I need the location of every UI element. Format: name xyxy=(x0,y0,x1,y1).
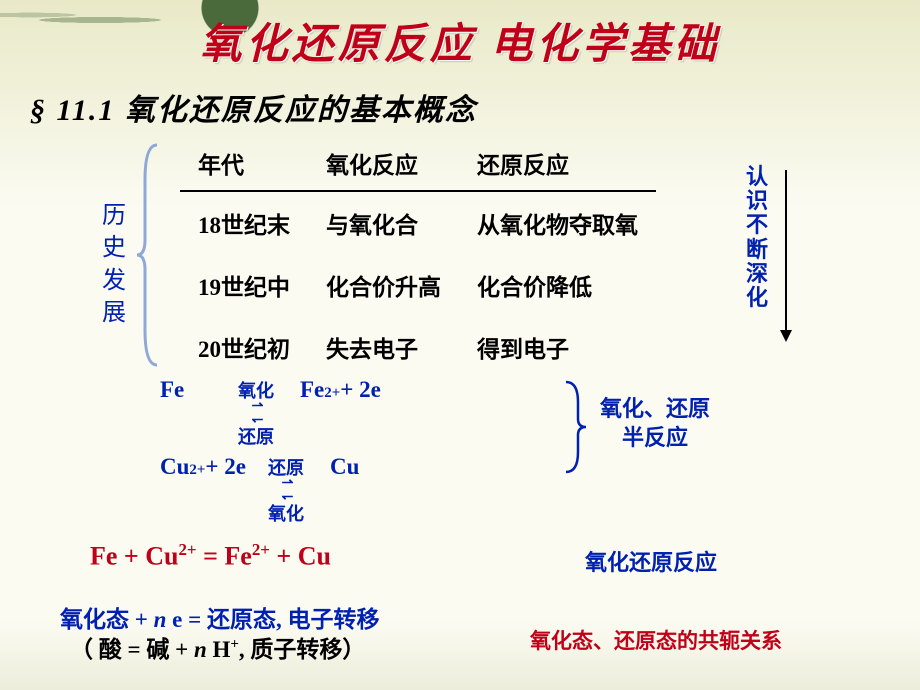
cell-red: 化合价降低 xyxy=(459,254,656,316)
half-reaction-label: 氧化、还原半反应 xyxy=(600,395,710,452)
history-vertical-label: 历史发展 xyxy=(100,200,128,330)
cell-era: 19世纪中 xyxy=(180,254,308,316)
half-reaction-block: Fe 氧化 ⇀↽ 还原 Fe2+ + 2e Cu2+ + 2e 还原 ⇀↽ 氧化… xyxy=(160,375,381,523)
conjugate-relation-label: 氧化态、还原态的共轭关系 xyxy=(530,625,782,655)
section-heading: § 11.1 氧化还原反应的基本概念 xyxy=(30,85,477,129)
left-brace-icon xyxy=(135,140,163,370)
overall-reaction-label: 氧化还原反应 xyxy=(585,545,717,577)
cell-era: 18世纪末 xyxy=(180,191,308,254)
equilibrium-arrows-icon: 氧化 ⇀↽ 还原 xyxy=(238,382,274,446)
cell-ox: 失去电子 xyxy=(308,316,459,378)
right-brace-icon xyxy=(560,377,590,477)
table-header-row: 年代 氧化反应 还原反应 xyxy=(180,140,656,191)
cell-red: 从氧化物夺取氧 xyxy=(459,191,656,254)
fe-half-reaction: Fe 氧化 ⇀↽ 还原 Fe2+ + 2e xyxy=(160,375,381,446)
table-row: 19世纪中 化合价升高 化合价降低 xyxy=(180,254,656,316)
history-table: 年代 氧化反应 还原反应 18世纪末 与氧化合 从氧化物夺取氧 19世纪中 化合… xyxy=(180,140,656,378)
cu-half-reaction: Cu2+ + 2e 还原 ⇀↽ 氧化 Cu xyxy=(160,452,381,523)
overall-reaction: Fe + Cu2+ = Fe2+ + Cu xyxy=(90,540,331,572)
deepen-vertical-label: 认识不断深化 xyxy=(745,165,769,310)
cell-era: 20世纪初 xyxy=(180,316,308,378)
proton-transfer-line: （ 酸 = 碱 + n H+, 质子转移） xyxy=(70,630,365,664)
cell-ox: 与氧化合 xyxy=(308,191,459,254)
arrow-down-icon xyxy=(785,170,787,340)
equilibrium-arrows-icon: 还原 ⇀↽ 氧化 xyxy=(268,459,304,523)
table-row: 20世纪初 失去电子 得到电子 xyxy=(180,316,656,378)
cell-ox: 化合价升高 xyxy=(308,254,459,316)
col-reduction: 还原反应 xyxy=(459,140,656,191)
col-era: 年代 xyxy=(180,140,308,191)
col-oxidation: 氧化反应 xyxy=(308,140,459,191)
electron-transfer-line: 氧化态 + n e = 还原态, 电子转移 xyxy=(60,600,379,634)
table-row: 18世纪末 与氧化合 从氧化物夺取氧 xyxy=(180,191,656,254)
page-title: 氧化还原反应 电化学基础 xyxy=(0,10,920,71)
cell-red: 得到电子 xyxy=(459,316,656,378)
